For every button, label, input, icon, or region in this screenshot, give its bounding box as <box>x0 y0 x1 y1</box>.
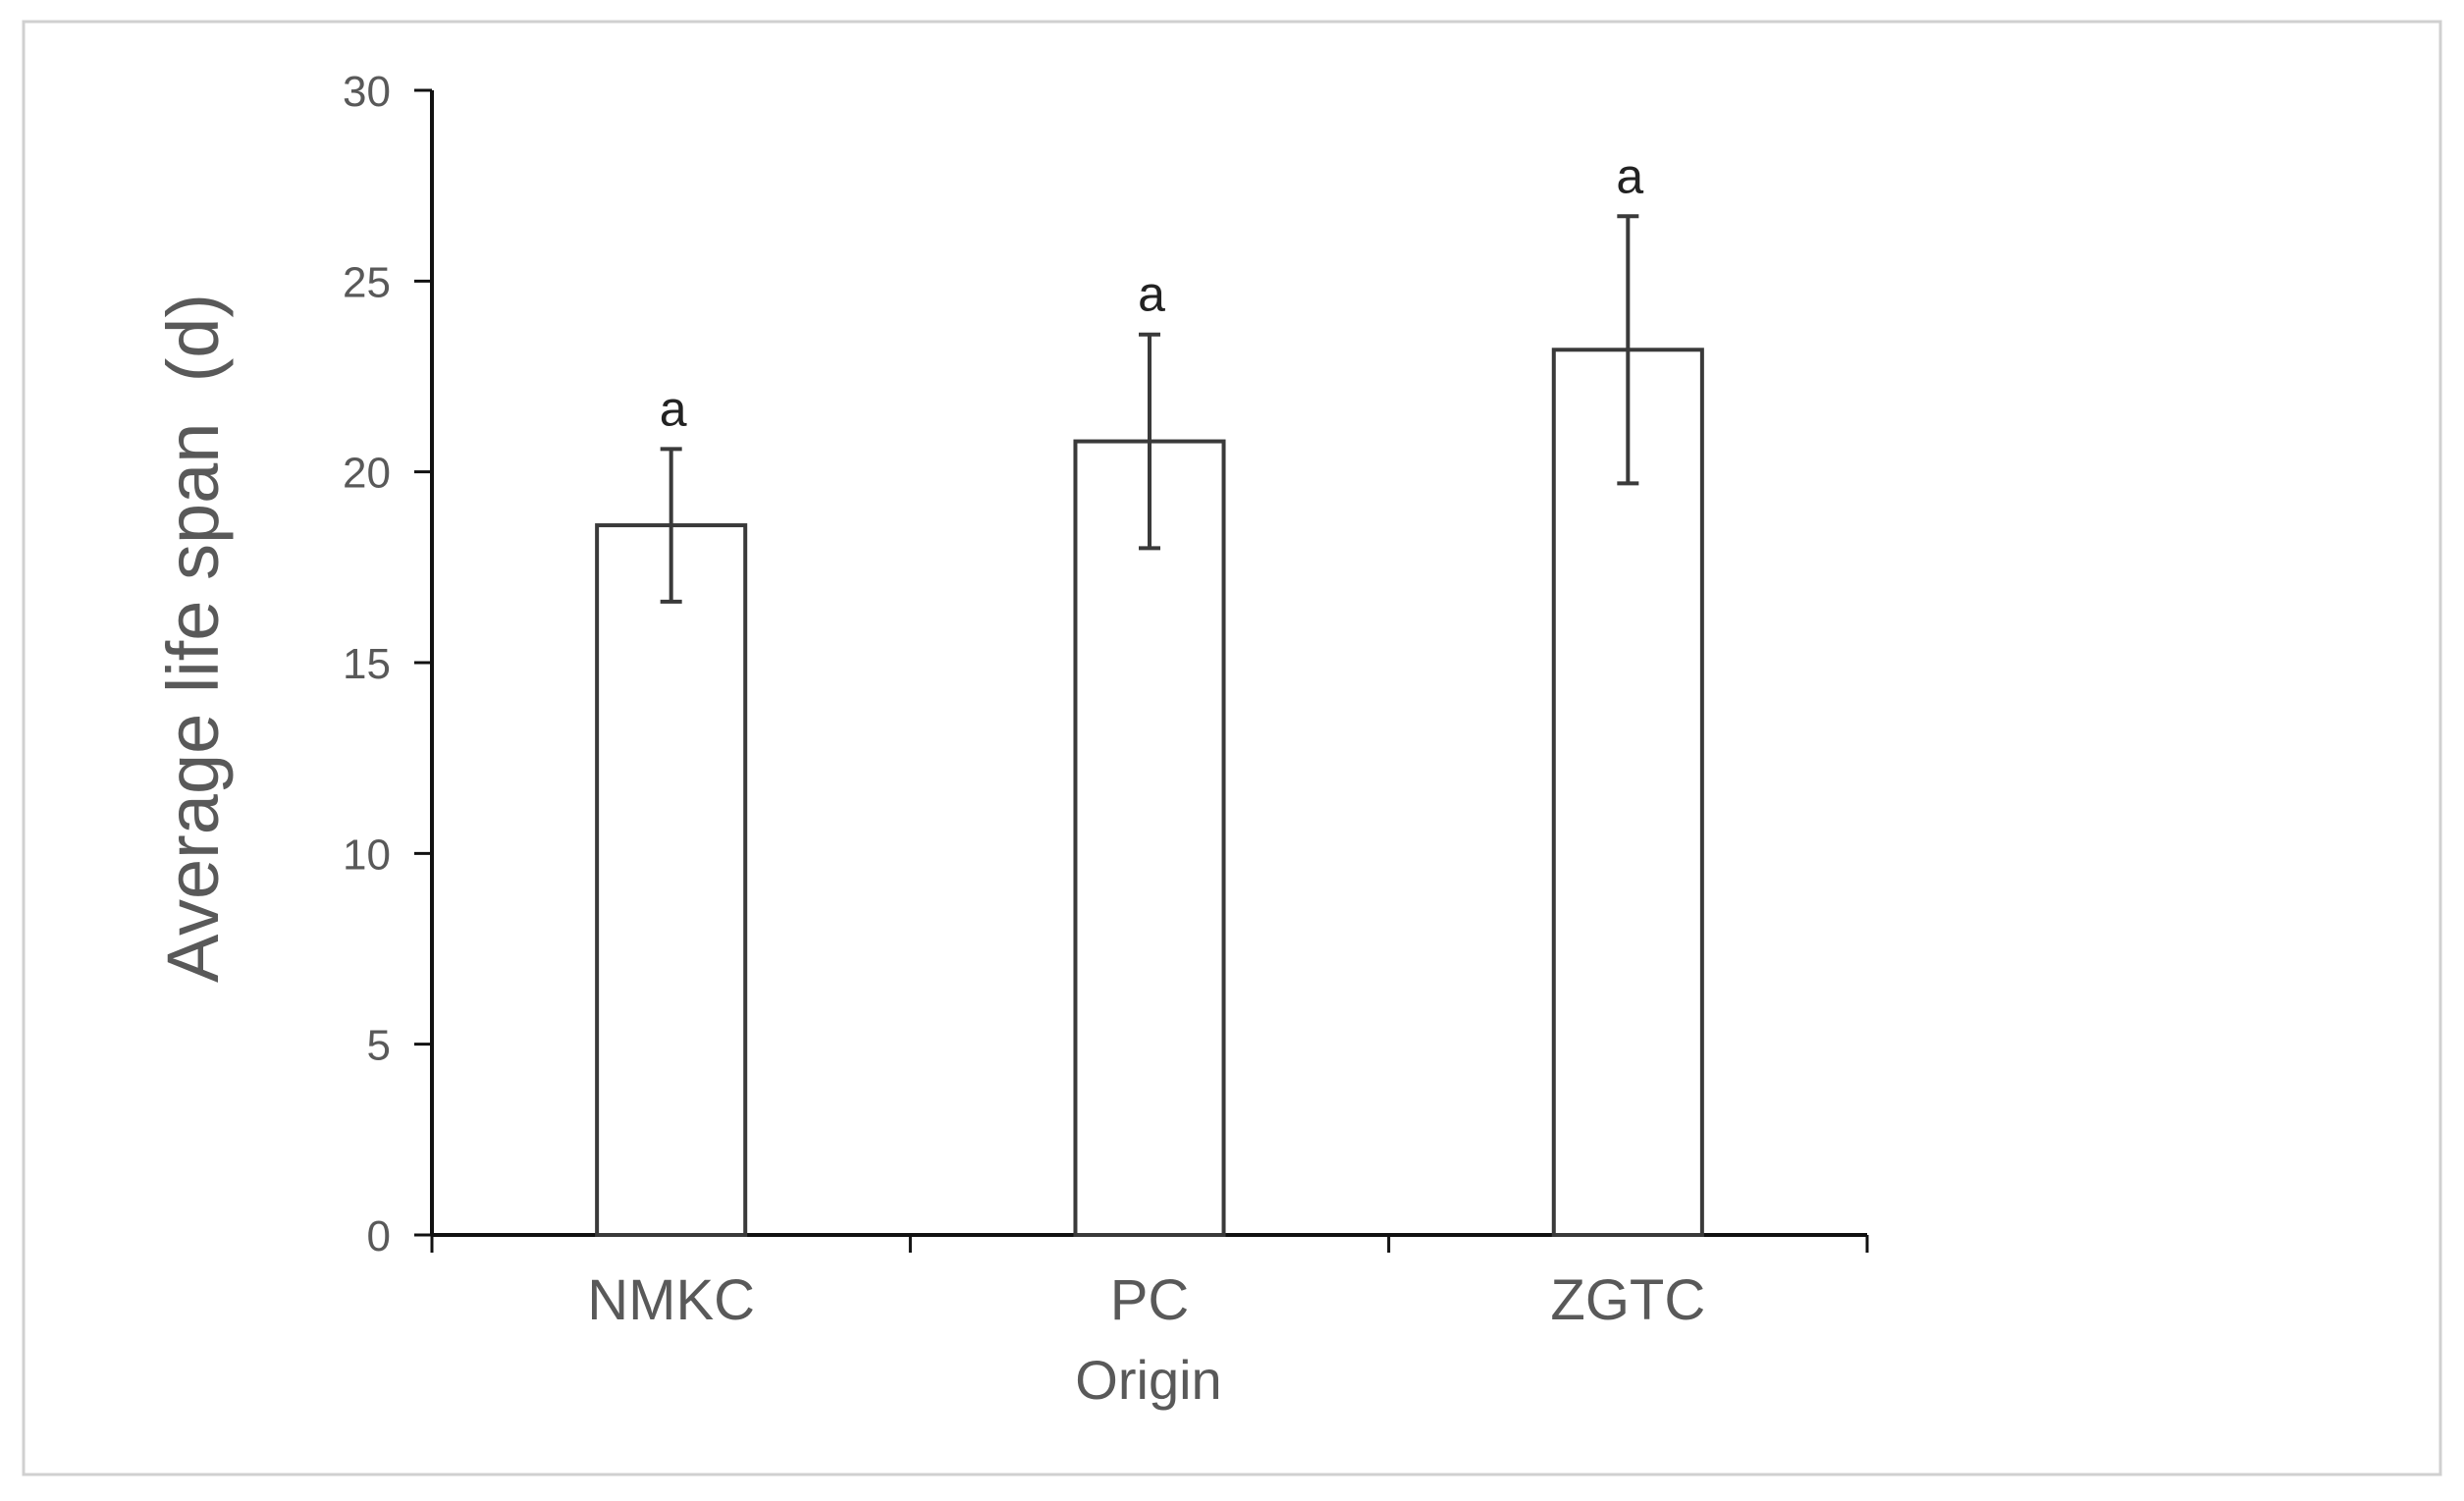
bars: a a a <box>595 148 1704 1238</box>
y-tick-label: 10 <box>343 831 391 879</box>
bar-pc <box>1073 439 1226 1238</box>
bar-zgtc <box>1551 348 1704 1237</box>
x-tick-label: PC <box>1110 1268 1190 1332</box>
significance-label: a <box>1616 148 1643 203</box>
y-axis-label: Average life span (d) <box>152 294 234 983</box>
x-tick-label: NMKC <box>587 1268 755 1332</box>
y-tick-label: 5 <box>367 1022 391 1070</box>
bar-nmkc <box>595 523 748 1237</box>
chart-border <box>22 20 2442 1476</box>
x-tick-label: ZGTC <box>1550 1268 1705 1332</box>
y-tick-label: 15 <box>343 640 391 688</box>
y-tick-label: 20 <box>343 450 391 498</box>
significance-label: a <box>1138 267 1165 322</box>
y-axis: 0 5 10 15 20 25 30 <box>343 68 434 1260</box>
labels: Average life span (d) Origin <box>152 294 1222 1411</box>
significance-label: a <box>660 381 687 436</box>
y-tick-label: 0 <box>367 1212 391 1260</box>
y-tick-label: 30 <box>343 68 391 116</box>
x-axis-label: Origin <box>1075 1349 1221 1411</box>
y-tick-label: 25 <box>343 258 391 306</box>
